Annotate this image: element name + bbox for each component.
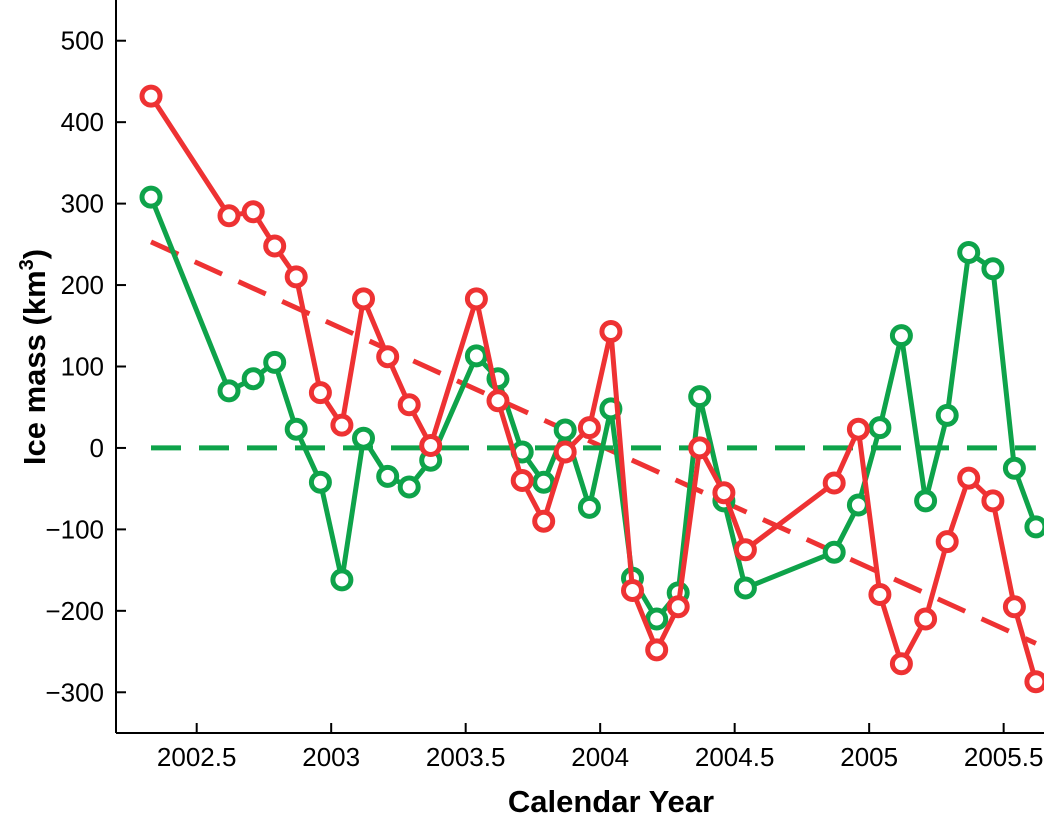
y-axis-title-main: Ice mass (km xyxy=(17,270,52,465)
x-axis-title: Calendar Year xyxy=(508,784,714,819)
data-series xyxy=(139,84,1044,694)
data-point xyxy=(486,389,510,413)
series-line xyxy=(148,196,1039,622)
data-point xyxy=(733,538,757,562)
data-point xyxy=(822,540,846,564)
data-point xyxy=(284,265,308,289)
data-point xyxy=(621,579,644,602)
data-point xyxy=(217,204,241,228)
data-point xyxy=(532,470,556,494)
series-2 xyxy=(149,239,1037,646)
x-tick-label: 2003 xyxy=(302,742,360,772)
data-point xyxy=(263,234,287,258)
series-line xyxy=(148,94,1039,683)
data-point xyxy=(712,481,736,505)
axis-ticks: 2002.5 2003 2003.5 2004 2004.5 2005 2005.5 −300… xyxy=(45,26,1043,772)
data-point xyxy=(464,287,488,311)
data-point xyxy=(846,493,870,517)
data-point xyxy=(139,185,163,209)
data-point xyxy=(263,350,287,374)
data-point xyxy=(532,509,556,533)
data-point xyxy=(419,434,443,457)
y-tick-label: −200 xyxy=(45,596,104,626)
data-point xyxy=(553,418,577,442)
series-1 xyxy=(139,84,1044,694)
data-point xyxy=(510,469,534,492)
data-point xyxy=(1002,456,1026,480)
data-point xyxy=(376,464,400,488)
data-point xyxy=(376,345,400,369)
data-point xyxy=(599,320,623,343)
data-point xyxy=(981,257,1005,281)
data-point xyxy=(553,440,577,464)
data-point xyxy=(822,471,846,495)
y-tick-label: 200 xyxy=(61,270,104,300)
y-axis-title-superscript: 3 xyxy=(16,259,38,270)
y-tick-label: −100 xyxy=(45,514,104,544)
data-point xyxy=(957,466,981,490)
y-axis-title: Ice mass (km3) xyxy=(16,249,52,465)
data-point xyxy=(308,470,332,494)
data-point xyxy=(666,595,690,619)
data-point xyxy=(577,495,601,519)
data-point xyxy=(645,607,669,631)
data-point xyxy=(1002,595,1026,619)
data-point xyxy=(139,84,163,108)
data-point xyxy=(688,385,712,409)
data-point xyxy=(688,436,712,460)
x-tick-label: 2005 xyxy=(840,742,898,772)
data-point xyxy=(352,426,375,450)
data-point xyxy=(397,475,421,499)
data-point xyxy=(217,379,241,403)
y-tick-label: 400 xyxy=(61,107,104,137)
y-tick-label: 0 xyxy=(90,433,104,463)
y-tick-label: 100 xyxy=(61,352,104,382)
data-point xyxy=(914,607,938,631)
data-point xyxy=(846,417,870,441)
data-point xyxy=(241,200,265,224)
y-tick-label: 300 xyxy=(61,189,104,219)
x-tick-label: 2004.5 xyxy=(695,742,775,772)
data-point xyxy=(645,638,669,662)
data-point xyxy=(330,568,354,592)
data-point xyxy=(577,416,601,440)
data-point xyxy=(1024,515,1044,539)
x-tick-label: 2002.5 xyxy=(157,742,237,772)
data-point xyxy=(308,381,332,405)
data-point xyxy=(1024,670,1044,694)
y-tick-label: −300 xyxy=(45,677,104,707)
data-point xyxy=(397,393,421,417)
data-point xyxy=(464,344,488,368)
data-point xyxy=(868,583,892,606)
x-tick-label: 2004 xyxy=(571,742,629,772)
data-point xyxy=(935,403,959,427)
x-tick-label: 2005.5 xyxy=(964,742,1044,772)
data-point xyxy=(981,489,1005,513)
data-point xyxy=(868,416,892,440)
x-tick-label: 2003.5 xyxy=(426,742,506,772)
data-point xyxy=(241,367,265,391)
data-point xyxy=(352,287,375,311)
data-point xyxy=(935,530,959,554)
trend-line xyxy=(149,239,1037,646)
data-point xyxy=(284,417,308,441)
data-point xyxy=(957,241,981,264)
data-point xyxy=(733,576,757,600)
data-point xyxy=(330,413,354,437)
y-axis-title-close: ) xyxy=(17,249,52,259)
y-tick-label: 500 xyxy=(61,26,104,56)
data-point xyxy=(914,489,938,513)
data-point xyxy=(889,652,913,676)
data-point xyxy=(889,324,913,348)
